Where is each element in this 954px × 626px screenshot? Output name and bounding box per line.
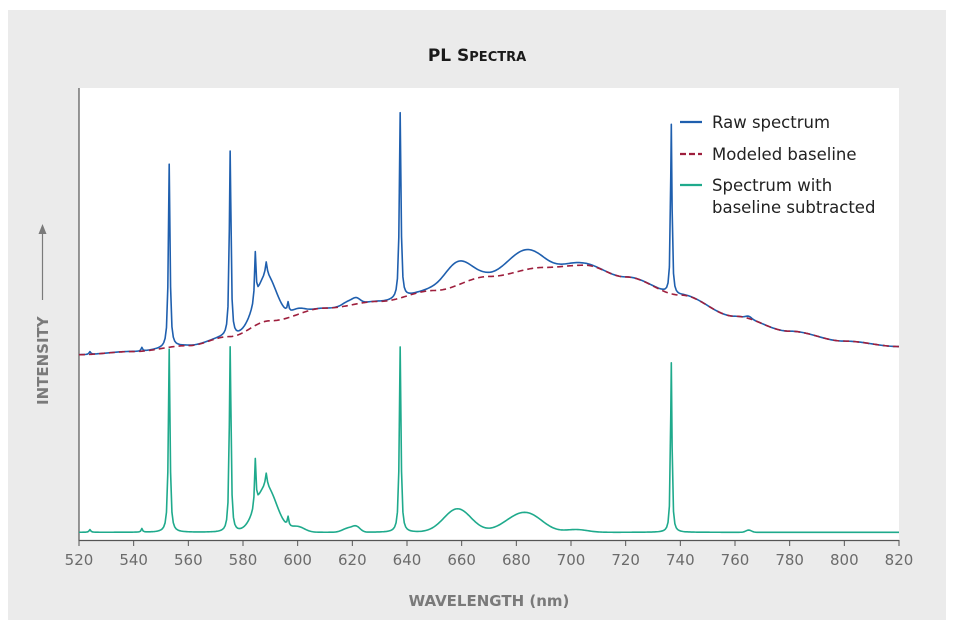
x-ticks: 520 540 560 580 600 620 640 660 680 700 720 740 760 7…: [65, 540, 914, 569]
pl-spectra-chart: PL SPECTRA 520 540 560 580 600 620 640 660 680 70…: [34, 46, 914, 610]
x-axis-label-unit: (nm): [529, 592, 569, 610]
y-axis-label: INTENSITY: [34, 315, 52, 405]
x-tick-label: 720: [611, 551, 640, 569]
x-axis-label-main: WAVELENGTH: [409, 592, 525, 610]
x-tick-label: 620: [338, 551, 367, 569]
x-tick-label: 640: [393, 551, 422, 569]
x-tick-label: 820: [885, 551, 914, 569]
x-axis-label: WAVELENGTH (nm): [409, 592, 570, 610]
x-tick-label: 740: [666, 551, 695, 569]
legend-label-subtracted-line1: Spectrum with: [712, 176, 832, 195]
x-tick-label: 580: [229, 551, 258, 569]
legend-label-baseline: Modeled baseline: [712, 145, 857, 164]
x-tick-label: 760: [721, 551, 750, 569]
legend-label-raw: Raw spectrum: [712, 113, 830, 132]
x-tick-label: 680: [502, 551, 531, 569]
x-tick-label: 700: [557, 551, 586, 569]
x-tick-label: 520: [65, 551, 94, 569]
x-tick-label: 600: [283, 551, 312, 569]
x-tick-label: 800: [830, 551, 859, 569]
chart-title-smallcaps: PECTRA: [469, 50, 526, 65]
series-layer: [78, 111, 900, 534]
legend-label-subtracted-line2: baseline subtracted: [712, 198, 875, 217]
raw-spectrum-line: [78, 111, 900, 356]
chart-panel: PL SPECTRA 520 540 560 580 600 620 640 660 680 70…: [8, 10, 946, 620]
x-tick-label: 660: [447, 551, 476, 569]
y-axis-label-group: INTENSITY: [34, 224, 52, 405]
plot-area: [79, 88, 899, 540]
x-tick-label: 560: [174, 551, 203, 569]
x-tick-label: 540: [119, 551, 148, 569]
y-axis-arrow-head: [38, 224, 47, 234]
x-tick-label: 780: [775, 551, 804, 569]
chart-title-main: PL S: [428, 46, 469, 66]
subtracted-spectrum-line: [79, 345, 899, 534]
legend: Raw spectrum Modeled baseline Spectrum w…: [680, 113, 875, 217]
chart-title: PL SPECTRA: [428, 46, 526, 66]
modeled-baseline-line: [79, 264, 899, 356]
